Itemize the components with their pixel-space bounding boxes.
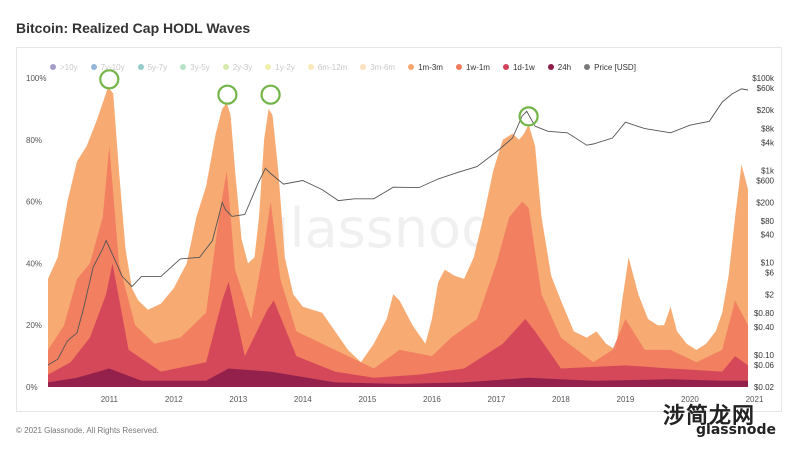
legend-item-3[interactable]: 3y-5y	[180, 63, 210, 72]
legend-label: >10y	[60, 62, 78, 72]
y-left-tick-label: 0%	[26, 383, 38, 392]
x-tick-label: 2015	[359, 395, 377, 404]
legend-swatch	[222, 64, 229, 70]
price-series-group	[47, 88, 749, 366]
legend-item-12[interactable]: Price [USD]	[584, 63, 636, 72]
legend-item-5[interactable]: 1y-2y	[265, 63, 295, 72]
legend-label: 2y-3y	[232, 62, 253, 72]
area-series-group	[48, 87, 748, 388]
legend-swatch	[455, 64, 462, 70]
y-axis-left: 0% 20% 40% 60% 80% 100%	[26, 74, 46, 392]
y-left-tick-label: 20%	[26, 321, 42, 330]
y-left-tick-label: 100%	[26, 74, 46, 83]
y-left-tick-label: 40%	[26, 259, 42, 268]
x-tick-label: 2016	[423, 395, 441, 404]
x-tick-label: 2018	[552, 395, 570, 404]
x-tick-label: 2014	[294, 395, 312, 404]
legend-swatch	[307, 64, 314, 70]
y-right-tick-label: $2	[765, 291, 774, 300]
legend-label: 1y-2y	[275, 62, 295, 72]
chart-legend: >10y 7y-10y 5y-7y 3y-5y 2y-3y 1y-2y 6m-12m 3m-6…	[50, 60, 649, 74]
peak-highlight-group	[99, 69, 539, 127]
legend-swatch	[137, 64, 144, 70]
legend-label: 1m-3m	[418, 62, 443, 72]
y-right-tick-label: $0.06	[754, 361, 775, 370]
legend-swatch	[502, 64, 509, 70]
legend-label: 24h	[557, 62, 572, 72]
legend-swatch	[90, 64, 97, 70]
legend-item-0[interactable]: >10y	[50, 63, 78, 72]
peak-marker-3	[518, 106, 539, 127]
legend-label: 3m-6m	[370, 62, 396, 72]
legend-swatch	[265, 64, 272, 70]
legend-label: 1d-1w	[512, 62, 535, 72]
legend-swatch	[360, 64, 367, 70]
y-left-tick-label: 60%	[26, 198, 42, 207]
x-tick-label: 2020	[681, 395, 699, 404]
legend-label: Price [USD]	[594, 62, 636, 72]
legend-item-10[interactable]: 1d-1w	[502, 62, 535, 72]
y-right-tick-label: $0.02	[754, 383, 775, 392]
legend-swatch	[408, 64, 415, 70]
y-axis-right: $0.02 $0.06$0.10 $0.40 $0.80 $2 $6$10 $40 $80 $2…	[752, 74, 775, 392]
x-tick-label: 2012	[165, 395, 183, 404]
x-tick-label: 2013	[229, 395, 247, 404]
x-axis: 2011 2012 2013 2014 2015 2016 2017 2018 2019 2020…	[101, 395, 764, 404]
peak-marker-2	[260, 84, 281, 105]
peak-marker-1	[217, 84, 238, 105]
y-right-tick-label: $0.10	[754, 351, 775, 360]
area-1d-1w	[48, 263, 748, 387]
legend-label: 3y-5y	[190, 62, 210, 72]
legend-label: 6m-12m	[317, 62, 348, 72]
price-line	[47, 88, 749, 366]
y-right-tick-label: $600	[756, 177, 774, 186]
legend-item-1[interactable]: 7y-10y	[90, 62, 125, 72]
legend-label: 5y-7y	[147, 62, 168, 72]
y-right-tick-label: $6	[765, 269, 774, 278]
y-left-tick-label: 80%	[26, 136, 42, 145]
legend-item-11[interactable]: 24h	[547, 62, 572, 72]
legend-label: 7y-10y	[100, 62, 125, 72]
brand-logo: glassnode	[696, 422, 777, 438]
y-right-tick-label: $4k	[761, 139, 775, 148]
copyright-text: © 2021 Glassnode. All Rights Reserved.	[16, 426, 159, 435]
y-right-tick-label: $10	[761, 259, 775, 268]
legend-label: 1w-1m	[465, 62, 490, 72]
x-tick-label: 2021	[746, 395, 764, 404]
y-right-tick-label: $0.80	[754, 309, 775, 318]
legend-swatch	[547, 64, 554, 70]
legend-item-6[interactable]: 6m-12m	[307, 62, 348, 72]
y-right-tick-label: $1k	[761, 166, 775, 175]
y-right-tick-label: $0.40	[754, 323, 775, 332]
y-right-tick-label: $200	[756, 199, 774, 208]
y-right-tick-label: $100k	[752, 74, 775, 83]
area-24h	[48, 368, 748, 387]
x-tick-label: 2011	[101, 395, 119, 404]
legend-item-9[interactable]: 1w-1m	[455, 62, 490, 72]
legend-swatch	[584, 64, 591, 70]
peak-marker-0	[99, 69, 120, 90]
legend-swatch	[180, 64, 187, 70]
x-tick-label: 2017	[488, 395, 506, 404]
legend-item-4[interactable]: 2y-3y	[222, 62, 253, 72]
site-logo-cn: 涉简龙网	[663, 404, 756, 429]
y-right-tick-label: $80	[761, 217, 775, 226]
y-right-tick-label: $20k	[757, 106, 775, 115]
legend-item-2[interactable]: 5y-7y	[137, 62, 168, 72]
y-right-tick-label: $40	[761, 231, 775, 240]
legend-item-7[interactable]: 3m-6m	[360, 63, 395, 72]
legend-swatch	[50, 64, 56, 70]
y-right-tick-label: $60k	[757, 84, 775, 93]
x-tick-label: 2019	[617, 395, 635, 404]
legend-item-8[interactable]: 1m-3m	[408, 63, 443, 72]
y-right-tick-label: $8k	[761, 125, 775, 134]
chart-title: Bitcoin: Realized Cap HODL Waves	[16, 20, 251, 36]
